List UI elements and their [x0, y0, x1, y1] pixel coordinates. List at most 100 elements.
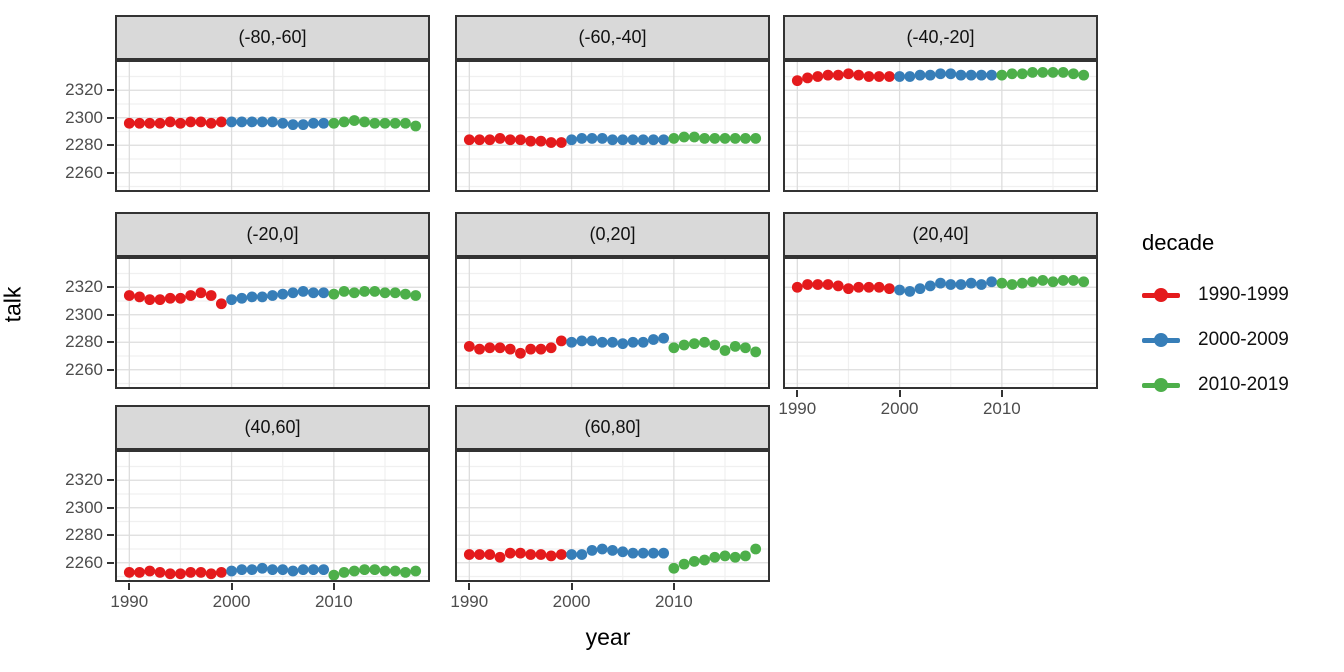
- data-point: [504, 134, 516, 146]
- data-point: [883, 71, 895, 82]
- data-point: [812, 279, 824, 290]
- data-point: [400, 117, 411, 129]
- data-point: [873, 281, 885, 293]
- data-point: [164, 116, 176, 128]
- y-tick-label: 2320: [65, 470, 103, 490]
- data-point: [678, 558, 690, 570]
- data-point: [1078, 69, 1090, 81]
- data-point: [750, 132, 762, 144]
- y-axis-tick: [107, 506, 114, 509]
- data-point: [369, 117, 381, 129]
- data-point: [123, 290, 135, 301]
- data-point: [246, 564, 258, 576]
- data-point: [328, 288, 340, 300]
- data-point: [175, 117, 186, 129]
- data-point: [215, 298, 227, 310]
- data-point: [256, 116, 268, 128]
- data-point: [525, 343, 537, 355]
- data-point: [379, 287, 391, 299]
- data-point: [359, 564, 370, 576]
- facet-(-80,-60]: (-80,-60]: [115, 15, 430, 192]
- data-point: [596, 132, 608, 144]
- data-point: [843, 68, 854, 80]
- data-point: [637, 547, 649, 559]
- data-point: [719, 345, 731, 356]
- data-point: [976, 279, 987, 290]
- data-point: [791, 281, 803, 293]
- facet-panel: [455, 450, 770, 582]
- data-point: [627, 547, 639, 559]
- y-axis-tick: [107, 341, 114, 344]
- legend-item-1990-1999[interactable]: 1990-1999: [1142, 280, 1289, 310]
- data-point: [256, 562, 268, 574]
- data-point: [515, 347, 526, 359]
- x-axis-tick: [1000, 390, 1003, 397]
- data-point: [750, 543, 762, 555]
- data-point: [873, 71, 885, 82]
- facet-strip-label: (60,80]: [455, 405, 770, 450]
- data-point: [463, 134, 475, 146]
- data-point: [555, 335, 567, 347]
- data-point: [729, 551, 741, 563]
- data-point: [853, 281, 865, 293]
- data-point: [668, 342, 680, 354]
- x-axis-tick: [230, 583, 233, 590]
- data-point: [134, 566, 145, 578]
- data-point: [379, 117, 391, 129]
- data-point: [297, 285, 309, 297]
- data-point: [976, 69, 987, 81]
- data-point: [576, 335, 588, 347]
- data-point: [545, 137, 557, 148]
- data-point: [123, 117, 135, 129]
- data-point: [175, 568, 186, 580]
- legend-item-2010-2019[interactable]: 2010-2019: [1142, 370, 1289, 400]
- facet-panel: [783, 60, 1098, 192]
- data-point: [226, 565, 237, 577]
- data-point: [596, 543, 608, 555]
- facet-strip-label: (-40,-20]: [783, 15, 1098, 60]
- data-point: [555, 137, 567, 148]
- data-point: [287, 119, 299, 131]
- y-axis-title: talk: [0, 286, 26, 323]
- data-point: [494, 342, 506, 354]
- y-axis-tick: [107, 313, 114, 316]
- data-point: [1037, 66, 1049, 78]
- data-point: [205, 117, 217, 129]
- y-tick-label: 2260: [65, 359, 103, 379]
- data-point: [1016, 68, 1028, 80]
- data-point: [215, 116, 227, 128]
- data-point: [658, 134, 670, 146]
- data-point: [535, 549, 547, 560]
- data-point: [648, 547, 659, 559]
- data-point: [484, 549, 496, 560]
- data-point: [287, 565, 299, 577]
- data-point: [484, 342, 496, 354]
- data-point: [729, 340, 741, 352]
- data-point: [658, 547, 670, 559]
- data-point: [359, 116, 370, 128]
- data-point: [484, 134, 496, 146]
- legend-key-line-red: [1142, 288, 1180, 302]
- y-axis-tick: [107, 561, 114, 564]
- data-point: [297, 564, 309, 576]
- data-point: [277, 117, 289, 129]
- data-point: [525, 549, 537, 560]
- legend-item-2000-2009[interactable]: 2000-2009: [1142, 325, 1289, 355]
- data-point: [986, 276, 998, 288]
- data-point: [668, 562, 680, 574]
- data-point: [750, 346, 762, 358]
- y-axis-tick: [107, 116, 114, 119]
- x-axis-tick: [672, 583, 675, 590]
- data-point: [318, 564, 330, 576]
- facet-panel: [115, 450, 430, 582]
- data-point: [617, 338, 629, 350]
- data-point: [996, 69, 1008, 81]
- data-point: [277, 288, 289, 300]
- facet-strip-label: (40,60]: [115, 405, 430, 450]
- data-point: [566, 549, 577, 560]
- facet-panel: [455, 60, 770, 192]
- legend-title: decade: [1142, 230, 1215, 255]
- data-point: [576, 549, 588, 560]
- data-point: [379, 565, 391, 577]
